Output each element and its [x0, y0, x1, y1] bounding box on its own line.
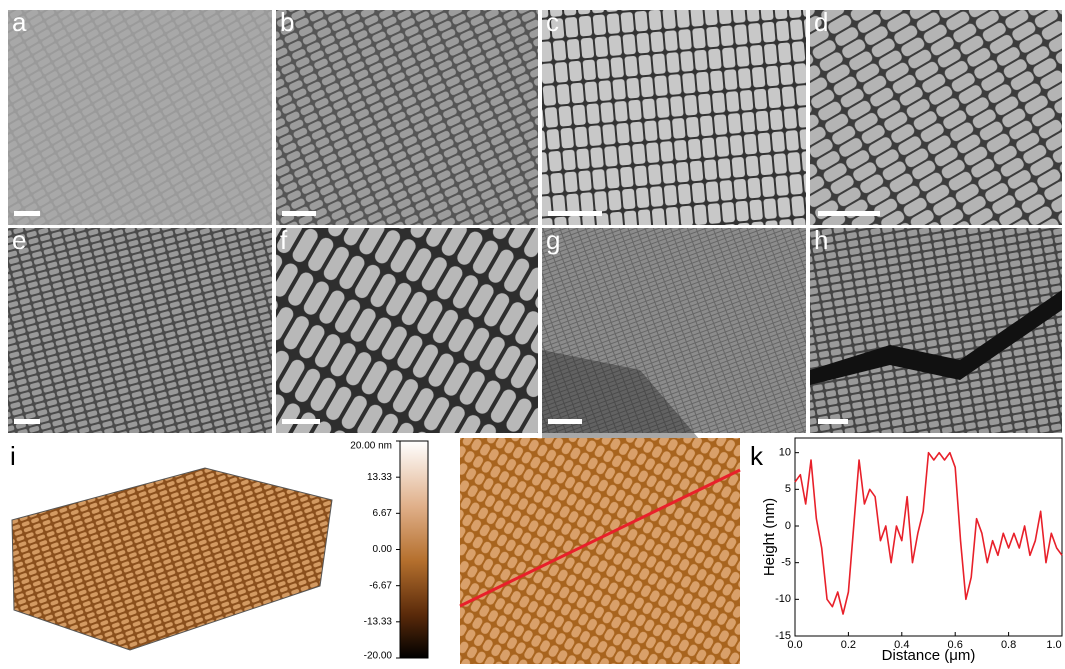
panel-label: g: [546, 225, 560, 255]
panel-label: b: [280, 7, 294, 37]
image-e: [8, 228, 272, 433]
figure: a b c d e f g h i j k 20.00 nm 13.33 6.67 0.00 -6.67 -13…: [0, 0, 1065, 664]
y-tick-label: 10: [779, 447, 791, 459]
image-b: [276, 10, 538, 225]
y-tick-label: -15: [775, 630, 791, 642]
panel-label: e: [12, 225, 26, 255]
x-tick-label: 0.8: [1001, 639, 1016, 651]
colorbar-label: -6.67: [369, 580, 392, 591]
panel-label: a: [12, 7, 27, 37]
panel-label: i: [10, 441, 16, 471]
colorbar-label: -13.33: [364, 616, 393, 627]
colorbar-label: 6.67: [373, 508, 393, 519]
x-tick-label: 1.0: [1046, 639, 1061, 651]
y-tick-label: 0: [785, 520, 791, 532]
panel-label: d: [814, 7, 828, 37]
image-j: [460, 438, 740, 664]
image-d: [810, 10, 1062, 225]
x-axis-label: Distance (μm): [882, 647, 976, 664]
panel-label: f: [280, 225, 288, 255]
y-tick-label: -10: [775, 593, 791, 605]
colorbar-label: 20.00 nm: [350, 441, 392, 452]
y-tick-label: -5: [781, 557, 791, 569]
panel-label: c: [546, 7, 559, 37]
image-i: [12, 468, 332, 650]
y-tick-label: 5: [785, 483, 791, 495]
y-axis-label: Height (nm): [761, 498, 778, 576]
colorbar-label: -20.00: [364, 651, 393, 662]
image-c: [542, 10, 806, 225]
image-f: [276, 228, 538, 433]
colorbar-label: 0.00: [373, 544, 393, 555]
colorbar: [400, 441, 428, 658]
panel-label: k: [750, 441, 764, 471]
x-tick-label: 0.2: [841, 639, 856, 651]
panel-label: h: [814, 225, 828, 255]
colorbar-label: 13.33: [367, 472, 392, 483]
image-a: [8, 10, 272, 225]
panel-label: j: [441, 441, 448, 471]
